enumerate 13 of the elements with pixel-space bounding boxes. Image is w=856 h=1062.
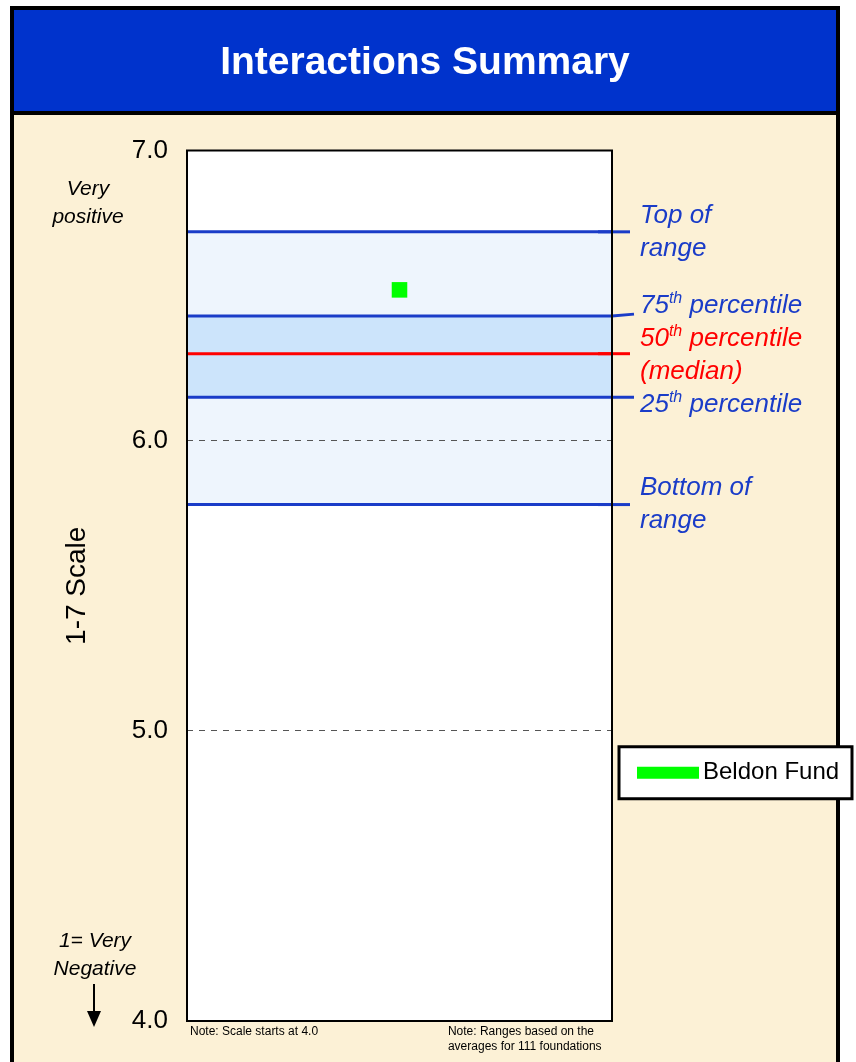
text: Very positive <box>51 174 125 229</box>
y-tick-label: 5.0 <box>131 714 168 745</box>
y-tick-label: 7.0 <box>131 133 168 164</box>
y-tick-label: 4.0 <box>131 1004 168 1035</box>
ref-line-label: Top of range <box>640 198 715 262</box>
ref-line-label: Bottom of range <box>640 471 755 535</box>
chart-title: Interactions Summary <box>220 37 630 84</box>
text: Note: Ranges based on the averages for 111 foundations <box>447 1024 603 1054</box>
y-axis-title: 1-7 Scale <box>59 526 91 645</box>
text: Note: Scale starts at 4.0 <box>190 1024 319 1039</box>
y-tick-label: 6.0 <box>131 423 168 454</box>
legend-label: Beldon Fund <box>703 757 840 785</box>
text: 1= Very Negative <box>52 927 138 981</box>
